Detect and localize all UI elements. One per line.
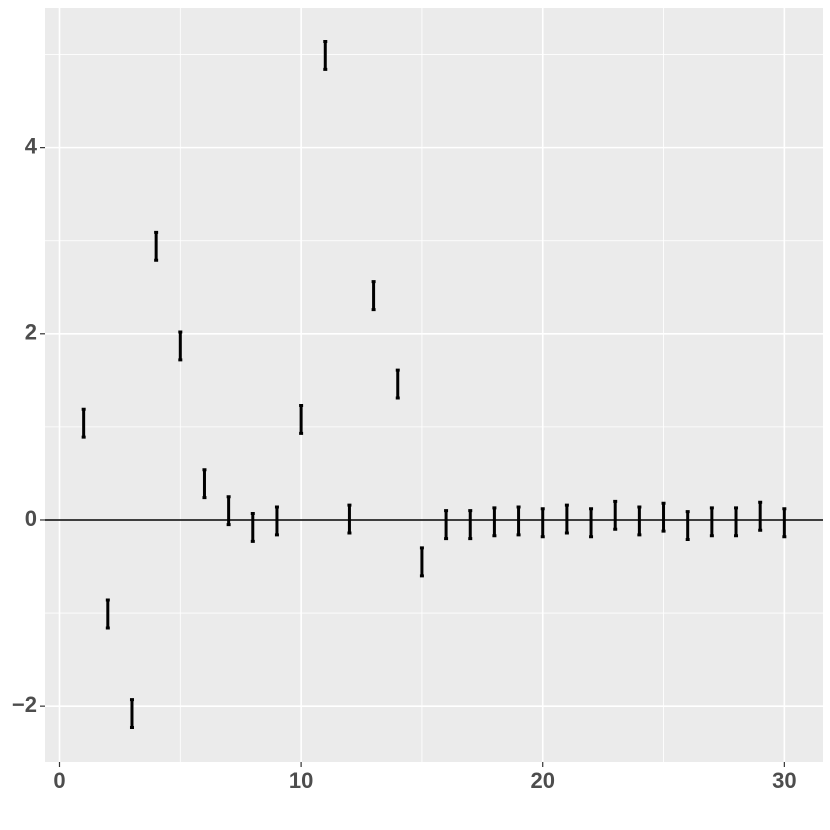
error-bar [395, 368, 400, 400]
error-bar [516, 505, 521, 537]
error-bar [685, 510, 690, 542]
error-bar [492, 506, 497, 538]
error-bar [178, 330, 183, 362]
error-bar [129, 698, 134, 730]
error-bar [661, 501, 666, 533]
x-tick-label: 10 [289, 768, 313, 793]
error-bar [299, 403, 304, 435]
error-bar [226, 495, 231, 527]
error-bar [202, 468, 207, 500]
y-tick-label: −2 [12, 692, 37, 717]
error-bar [323, 40, 328, 71]
error-bar [274, 505, 279, 537]
error-bar [154, 230, 159, 262]
panel [45, 8, 823, 762]
error-bar [734, 506, 739, 538]
x-tick-label: 20 [530, 768, 554, 793]
error-bar [758, 500, 763, 532]
y-tick-label: 0 [25, 506, 37, 531]
error-bar [105, 598, 110, 630]
error-bar [540, 507, 545, 539]
error-bar [444, 509, 449, 541]
error-bar [468, 509, 473, 541]
error-bar [589, 507, 594, 539]
error-bar [637, 505, 642, 537]
x-tick-label: 0 [53, 768, 65, 793]
error-bar [613, 499, 618, 531]
error-bar [250, 511, 255, 543]
error-bar [564, 503, 569, 535]
error-bar [81, 407, 86, 439]
error-bar [347, 503, 352, 535]
x-tick-label: 30 [772, 768, 796, 793]
error-bar [371, 280, 376, 312]
y-tick-label: 4 [25, 133, 38, 158]
y-tick-label: 2 [25, 320, 37, 345]
error-bar [709, 506, 714, 538]
error-bar [419, 546, 424, 578]
error-bar [782, 507, 787, 539]
